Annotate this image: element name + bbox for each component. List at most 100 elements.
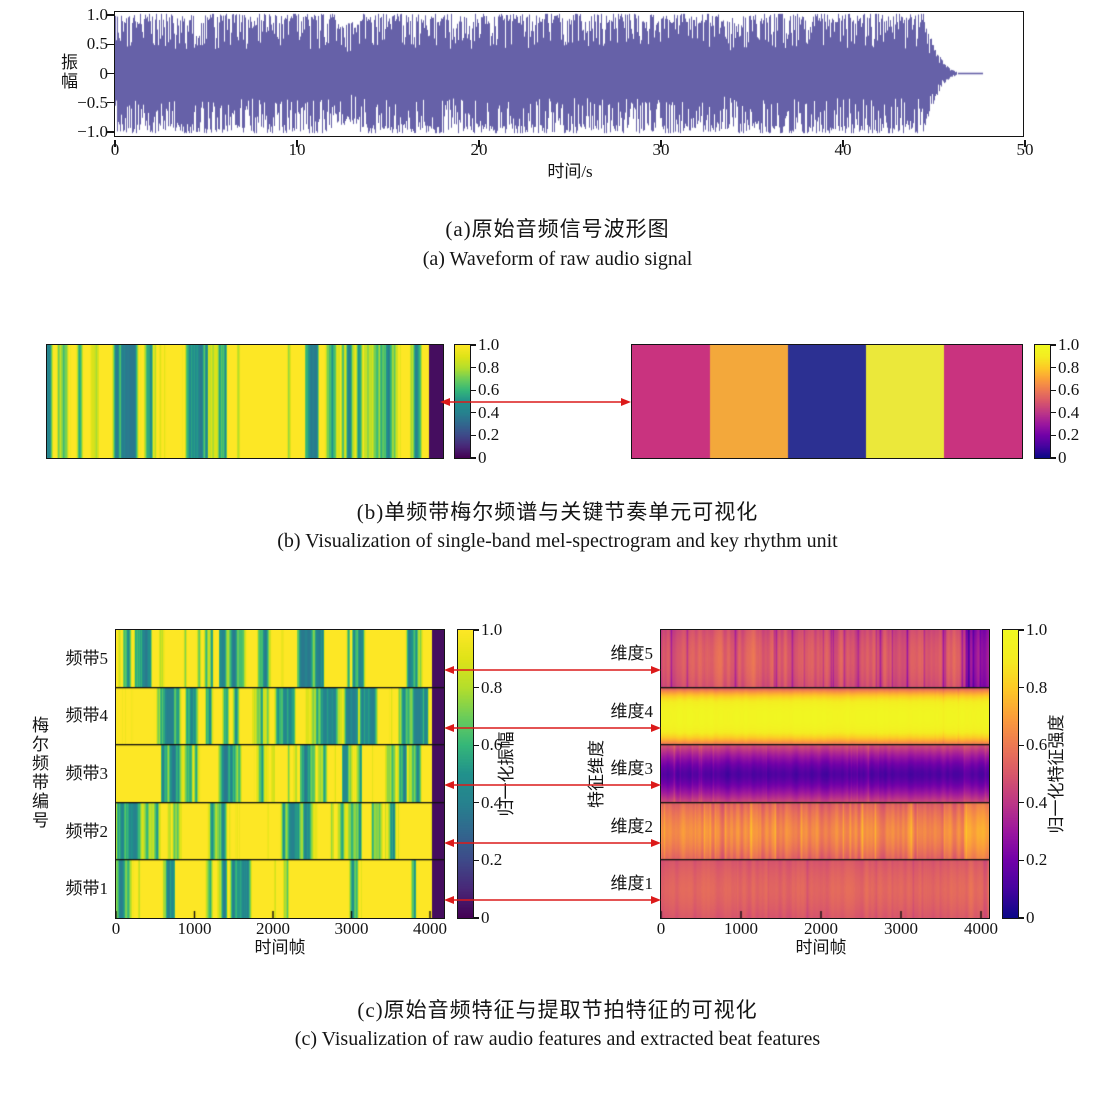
beat-dimension-row-label: 维度2 bbox=[610, 816, 654, 836]
beat-features-colorbar-tick-mark bbox=[1018, 859, 1024, 862]
beat-features-x-tick-label: 1000 bbox=[724, 919, 758, 938]
panel-c-left-x-axis-label: 时间帧 bbox=[254, 938, 306, 957]
beat-features-colorbar-tick-mark bbox=[1018, 686, 1024, 689]
panel-c-link-arrow bbox=[444, 781, 661, 790]
mel-strip-colorbar-tick-label: 1.0 bbox=[478, 335, 500, 354]
rhythm-unit-colorbar-tick-label: 0 bbox=[1058, 448, 1067, 467]
beat-features-colorbar-tick-mark bbox=[1018, 917, 1024, 919]
panel-a-x-tick-label: 0 bbox=[110, 140, 120, 159]
beat-features-x-tick-label: 2000 bbox=[804, 919, 838, 938]
beat-features-x-tick-label: 4000 bbox=[964, 919, 998, 938]
rhythm-unit-colorbar-tick-mark bbox=[1050, 434, 1056, 437]
panel-b-link-arrow bbox=[440, 397, 631, 406]
caption-a-english: (a) Waveform of raw audio signal bbox=[422, 248, 693, 270]
beat-dimension-row-label: 维度4 bbox=[610, 701, 654, 721]
panel-a-y-tick-mark bbox=[106, 14, 115, 16]
panel-a-y-tick-label: 0 bbox=[99, 63, 109, 83]
mel-bands-x-tick-label: 2000 bbox=[256, 919, 290, 938]
panel-a-x-tick-label: 30 bbox=[652, 140, 670, 159]
beat-dimension-row-label: 维度1 bbox=[610, 874, 654, 894]
beat-features-x-tick-label: 3000 bbox=[884, 919, 918, 938]
mel-bands-colorbar-tick-mark bbox=[473, 859, 479, 862]
mel-bands-plot-area bbox=[115, 629, 445, 919]
beat-features-colorbar-tick-mark bbox=[1018, 629, 1024, 631]
caption-b-chinese: (b)单频带梅尔频谱与关键节奏单元可视化 bbox=[356, 500, 759, 524]
panel-a-x-tick-label: 50 bbox=[1016, 140, 1034, 159]
beat-features-colorbar-tick-label: 1.0 bbox=[1026, 620, 1048, 639]
panel-c-link-arrow bbox=[444, 838, 661, 847]
panel-a-x-tick-mark bbox=[660, 139, 662, 147]
panel-a-x-tick-mark bbox=[842, 139, 844, 147]
panel-c-link-arrow bbox=[444, 723, 661, 732]
panel-c-link-arrow bbox=[444, 896, 661, 905]
panel-a-x-tick-mark bbox=[296, 139, 298, 147]
mel-bands-colorbar-tick-label: 0 bbox=[481, 908, 490, 927]
beat-features-colorbar-canvas bbox=[1003, 630, 1018, 918]
mel-strip-colorbar-tick-mark bbox=[470, 344, 476, 346]
rhythm-unit-plot-area bbox=[631, 344, 1023, 459]
beat-features-colorbar bbox=[1002, 629, 1019, 919]
beat-features-colorbar-tick-mark bbox=[1018, 802, 1024, 804]
mel-strip-colorbar-tick-label: 0.6 bbox=[478, 380, 500, 400]
mel-bands-colorbar-tick-label: 0.2 bbox=[481, 850, 503, 870]
caption-c-english: (c) Visualization of raw audio features … bbox=[294, 1028, 821, 1050]
beat-features-colorbar-tick-label: 0.2 bbox=[1026, 850, 1048, 870]
panel-a-x-tick-label: 10 bbox=[288, 140, 306, 159]
panel-a-y-tick-label: 1.0 bbox=[86, 5, 108, 24]
rhythm-unit-colorbar-tick-label: 0.4 bbox=[1058, 402, 1080, 422]
panel-a-y-tick-mark bbox=[106, 72, 115, 75]
mel-bands-colorbar-tick-mark bbox=[473, 744, 479, 746]
rhythm-unit-colorbar-tick-mark bbox=[1050, 366, 1056, 369]
panel-a-x-tick-mark bbox=[478, 139, 480, 147]
rhythm-unit-colorbar bbox=[1034, 344, 1051, 459]
panel-a-x-axis-label: 时间/s bbox=[547, 162, 593, 181]
panel-a-y-axis-label: 振幅 bbox=[58, 53, 77, 91]
mel-bands-x-tick-label: 4000 bbox=[413, 919, 447, 938]
waveform-plot-area bbox=[114, 11, 1024, 137]
mel-bands-canvas bbox=[116, 630, 444, 918]
panel-a-y-tick-mark bbox=[106, 131, 115, 133]
mel-strip-colorbar-tick-mark bbox=[470, 434, 476, 437]
mel-strip-canvas bbox=[47, 345, 443, 458]
beat-features-colorbar-tick-label: 0.6 bbox=[1026, 735, 1048, 755]
beat-dimension-row-label: 维度5 bbox=[610, 644, 654, 663]
beat-features-colorbar-tick-label: 0 bbox=[1026, 908, 1035, 927]
panel-a-x-tick-label: 20 bbox=[470, 140, 488, 159]
rhythm-unit-colorbar-tick-mark bbox=[1050, 412, 1056, 414]
panel-a-y-tick-label: 0.5 bbox=[86, 34, 108, 54]
beat-features-x-tick-label: 0 bbox=[656, 919, 666, 938]
panel-a-y-tick-label: −0.5 bbox=[77, 92, 108, 112]
panel-c-y-axis-label: 梅尔频带编号 bbox=[29, 716, 48, 830]
beat-features-colorbar-tick-label: 0.8 bbox=[1026, 677, 1048, 697]
mel-band-row-label: 频带5 bbox=[65, 648, 109, 668]
beat-features-canvas bbox=[661, 630, 989, 918]
rhythm-unit-colorbar-tick-label: 0.2 bbox=[1058, 425, 1080, 445]
mel-strip-colorbar-tick-mark bbox=[470, 457, 476, 459]
mel-band-row-label: 频带2 bbox=[65, 821, 109, 841]
mel-strip-colorbar-tick-label: 0.8 bbox=[478, 357, 500, 377]
rhythm-unit-canvas bbox=[632, 345, 1022, 458]
caption-c-chinese: (c)原始音频特征与提取节拍特征的可视化 bbox=[357, 998, 758, 1022]
panel-a-x-tick-label: 40 bbox=[834, 140, 852, 159]
mel-bands-colorbar-tick-label: 1.0 bbox=[481, 620, 503, 639]
mel-strip-colorbar-tick-label: 0.2 bbox=[478, 425, 500, 445]
mel-band-row-label: 频带3 bbox=[65, 764, 109, 783]
beat-dimension-row-label: 维度3 bbox=[610, 759, 654, 779]
mel-bands-x-tick-label: 3000 bbox=[334, 919, 369, 938]
mel-bands-colorbar-tick-mark bbox=[473, 629, 479, 631]
mel-bands-colorbar-tick-mark bbox=[473, 917, 479, 919]
mel-bands-colorbar-tick-label: 0.6 bbox=[481, 735, 503, 755]
mel-bands-colorbar-tick-mark bbox=[473, 686, 479, 689]
rhythm-unit-colorbar-tick-mark bbox=[1050, 344, 1056, 346]
mel-bands-colorbar-canvas bbox=[458, 630, 473, 918]
panel-a-x-tick-mark bbox=[114, 139, 116, 147]
mel-strip-colorbar-tick-label: 0.4 bbox=[478, 402, 500, 422]
beat-features-plot-area bbox=[660, 629, 990, 919]
mel-bands-colorbar bbox=[457, 629, 474, 919]
mel-bands-x-tick-label: 0 bbox=[111, 919, 121, 938]
caption-a-chinese: (a)原始音频信号波形图 bbox=[445, 217, 670, 241]
mel-strip-colorbar-tick-label: 0 bbox=[478, 448, 487, 467]
beat-features-colorbar-tick-label: 0.4 bbox=[1026, 792, 1048, 812]
mel-bands-colorbar-tick-label: 0.8 bbox=[481, 677, 503, 697]
